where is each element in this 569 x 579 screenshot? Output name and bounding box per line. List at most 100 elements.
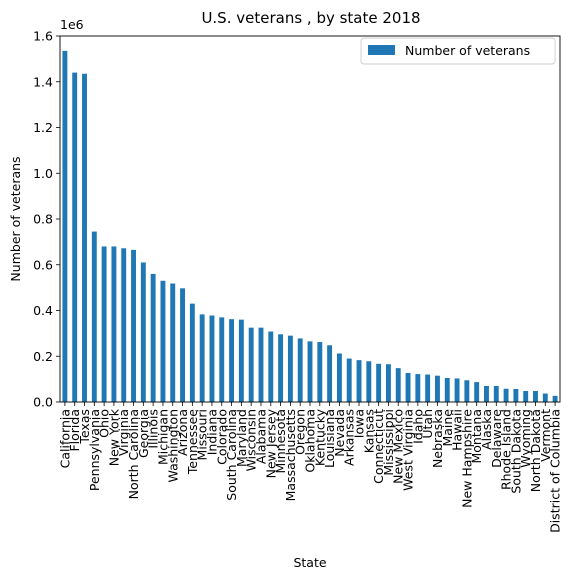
bar xyxy=(121,248,127,402)
bar xyxy=(160,280,166,402)
x-axis-ticks: CaliforniaFloridaTexasPennsylvaniaOhioNe… xyxy=(57,402,563,533)
bar xyxy=(336,353,342,402)
bar xyxy=(552,395,558,402)
x-tick-label: Alaska xyxy=(479,409,494,450)
x-tick-label: Hawaii xyxy=(450,409,465,451)
x-tick-label: District of Columbia xyxy=(548,409,563,533)
x-tick-label: Pennsylvania xyxy=(87,409,102,491)
bar xyxy=(170,283,176,402)
bar xyxy=(297,338,303,402)
bar xyxy=(395,368,401,402)
bar xyxy=(189,303,195,402)
x-tick-label: Michigan xyxy=(155,409,170,465)
x-tick-label: Vermont xyxy=(538,409,553,462)
x-tick-label: New Mexico xyxy=(391,409,406,484)
y-tick-label: 0.6 xyxy=(33,257,53,272)
x-tick-label: Mississippi xyxy=(381,409,396,476)
bar xyxy=(425,374,431,402)
x-tick-label: New York xyxy=(106,408,121,466)
x-tick-label: Massachusetts xyxy=(283,409,298,501)
legend-box xyxy=(360,37,556,65)
bar xyxy=(307,341,313,402)
x-tick-label: Missouri xyxy=(195,409,210,460)
y-tick-label: 0.0 xyxy=(33,395,53,410)
bar xyxy=(101,246,107,402)
plot-frame xyxy=(59,35,561,403)
chart-title: U.S. veterans , by state 2018 xyxy=(201,9,420,27)
bar xyxy=(435,375,440,402)
y-axis-offset-label: 1e6 xyxy=(60,17,84,32)
y-axis-ticks: 0.0 0.2 0.4 0.6 0.8 1.0 1.2 1.4 1.6 xyxy=(33,29,60,410)
x-tick-label: Wyoming xyxy=(518,409,533,468)
legend-swatch xyxy=(368,45,395,55)
bar xyxy=(484,385,489,402)
x-tick-label: Ohio xyxy=(97,409,112,438)
bar xyxy=(248,327,254,402)
bar xyxy=(366,361,372,402)
legend-entry-label: Number of veterans xyxy=(405,43,530,58)
bar xyxy=(376,363,382,402)
bar xyxy=(268,331,274,402)
bar xyxy=(258,327,264,402)
x-tick-label: South Dakota xyxy=(508,409,523,494)
y-tick-label: 1.6 xyxy=(33,29,53,44)
bar xyxy=(503,388,509,402)
x-tick-label: Nebraska xyxy=(430,409,445,468)
x-tick-label: Florida xyxy=(67,409,82,452)
bar xyxy=(219,317,225,402)
bar xyxy=(474,382,480,402)
y-tick-label: 0.4 xyxy=(33,303,53,318)
x-tick-label: Indiana xyxy=(204,409,219,455)
x-tick-label: Colorado xyxy=(214,409,229,465)
bar xyxy=(405,372,411,402)
x-axis-label: State xyxy=(293,555,326,570)
x-tick-label: Iowa xyxy=(352,409,367,438)
x-tick-label: Arizona xyxy=(175,409,190,456)
bar xyxy=(111,246,117,402)
bar xyxy=(464,380,470,402)
x-tick-label: Montana xyxy=(469,409,484,464)
x-tick-label: Georgia xyxy=(136,409,151,458)
x-tick-label: Louisiana xyxy=(322,409,337,468)
bar xyxy=(180,288,185,402)
x-tick-label: Wisconsin xyxy=(244,409,259,471)
x-tick-label: Kansas xyxy=(361,409,376,453)
bars-group xyxy=(62,50,558,403)
bar xyxy=(82,73,87,403)
y-axis-label: Number of veterans xyxy=(8,156,23,281)
x-tick-label: Alabama xyxy=(253,409,268,464)
y-tick-label: 0.2 xyxy=(33,349,53,364)
bar xyxy=(209,315,215,402)
y-tick-label: 1.4 xyxy=(33,74,53,89)
bar xyxy=(287,335,293,402)
bar xyxy=(513,388,519,402)
x-tick-label: North Carolina xyxy=(126,409,141,499)
bar xyxy=(62,50,68,403)
x-tick-label: Tennessee xyxy=(185,409,200,475)
bar xyxy=(385,364,391,402)
bar xyxy=(444,377,450,402)
x-tick-label: Arkansas xyxy=(342,409,357,466)
x-tick-label: Connecticut xyxy=(371,409,386,484)
x-tick-label: Kentucky xyxy=(312,408,327,466)
x-tick-label: New Hampshire xyxy=(459,409,474,508)
bar xyxy=(317,342,323,402)
x-tick-label: Minnesota xyxy=(273,409,288,474)
bar xyxy=(140,262,146,402)
bar xyxy=(131,249,136,402)
bar xyxy=(356,360,362,402)
legend: Number of veterans xyxy=(360,37,556,65)
bar xyxy=(415,374,421,402)
bar xyxy=(346,358,352,402)
bar xyxy=(533,391,538,402)
x-tick-label: Rhode Island xyxy=(499,409,514,490)
bar xyxy=(493,385,499,402)
y-tick-label: 1.2 xyxy=(33,120,53,135)
y-tick-label: 1.0 xyxy=(33,166,53,181)
bar xyxy=(542,393,548,402)
x-tick-label: Nevada xyxy=(332,409,347,457)
bar xyxy=(327,345,333,402)
x-tick-label: South Carolina xyxy=(224,409,239,501)
x-tick-label: Texas xyxy=(77,409,92,445)
